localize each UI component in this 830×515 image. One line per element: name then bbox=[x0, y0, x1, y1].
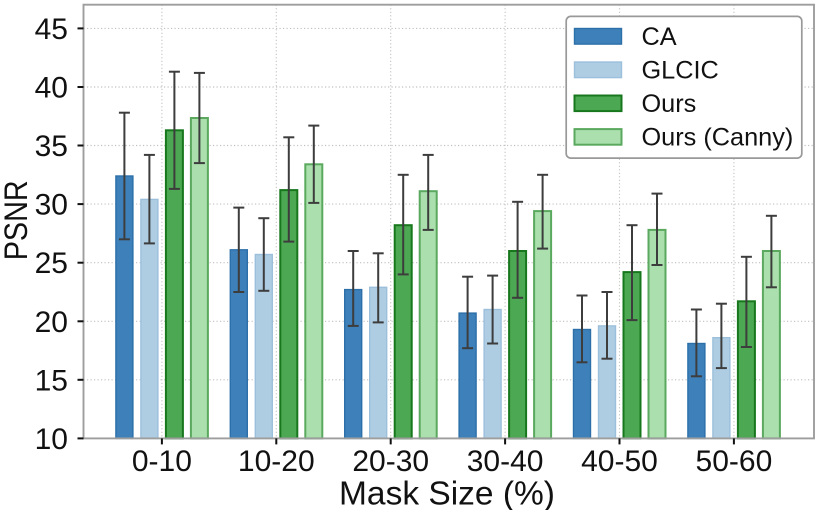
svg-text:50-60: 50-60 bbox=[696, 445, 773, 478]
svg-text:30: 30 bbox=[35, 189, 68, 222]
svg-text:PSNR: PSNR bbox=[0, 180, 34, 260]
svg-text:45: 45 bbox=[35, 13, 68, 46]
svg-text:25: 25 bbox=[35, 247, 68, 280]
svg-text:20-30: 20-30 bbox=[352, 445, 429, 478]
svg-text:20: 20 bbox=[35, 306, 68, 339]
svg-text:10-20: 10-20 bbox=[238, 445, 315, 478]
svg-text:30-40: 30-40 bbox=[467, 445, 544, 478]
svg-text:Ours: Ours bbox=[642, 90, 697, 118]
svg-text:40: 40 bbox=[35, 72, 68, 105]
svg-text:GLCIC: GLCIC bbox=[642, 57, 719, 85]
svg-text:10: 10 bbox=[35, 423, 68, 456]
svg-text:15: 15 bbox=[35, 364, 68, 397]
svg-text:Mask Size (%): Mask Size (%) bbox=[339, 476, 555, 511]
svg-text:Ours (Canny): Ours (Canny) bbox=[642, 124, 794, 152]
svg-text:40-50: 40-50 bbox=[581, 445, 658, 478]
svg-text:0-10: 0-10 bbox=[132, 445, 192, 478]
svg-text:35: 35 bbox=[35, 130, 68, 163]
svg-text:CA: CA bbox=[642, 23, 677, 51]
